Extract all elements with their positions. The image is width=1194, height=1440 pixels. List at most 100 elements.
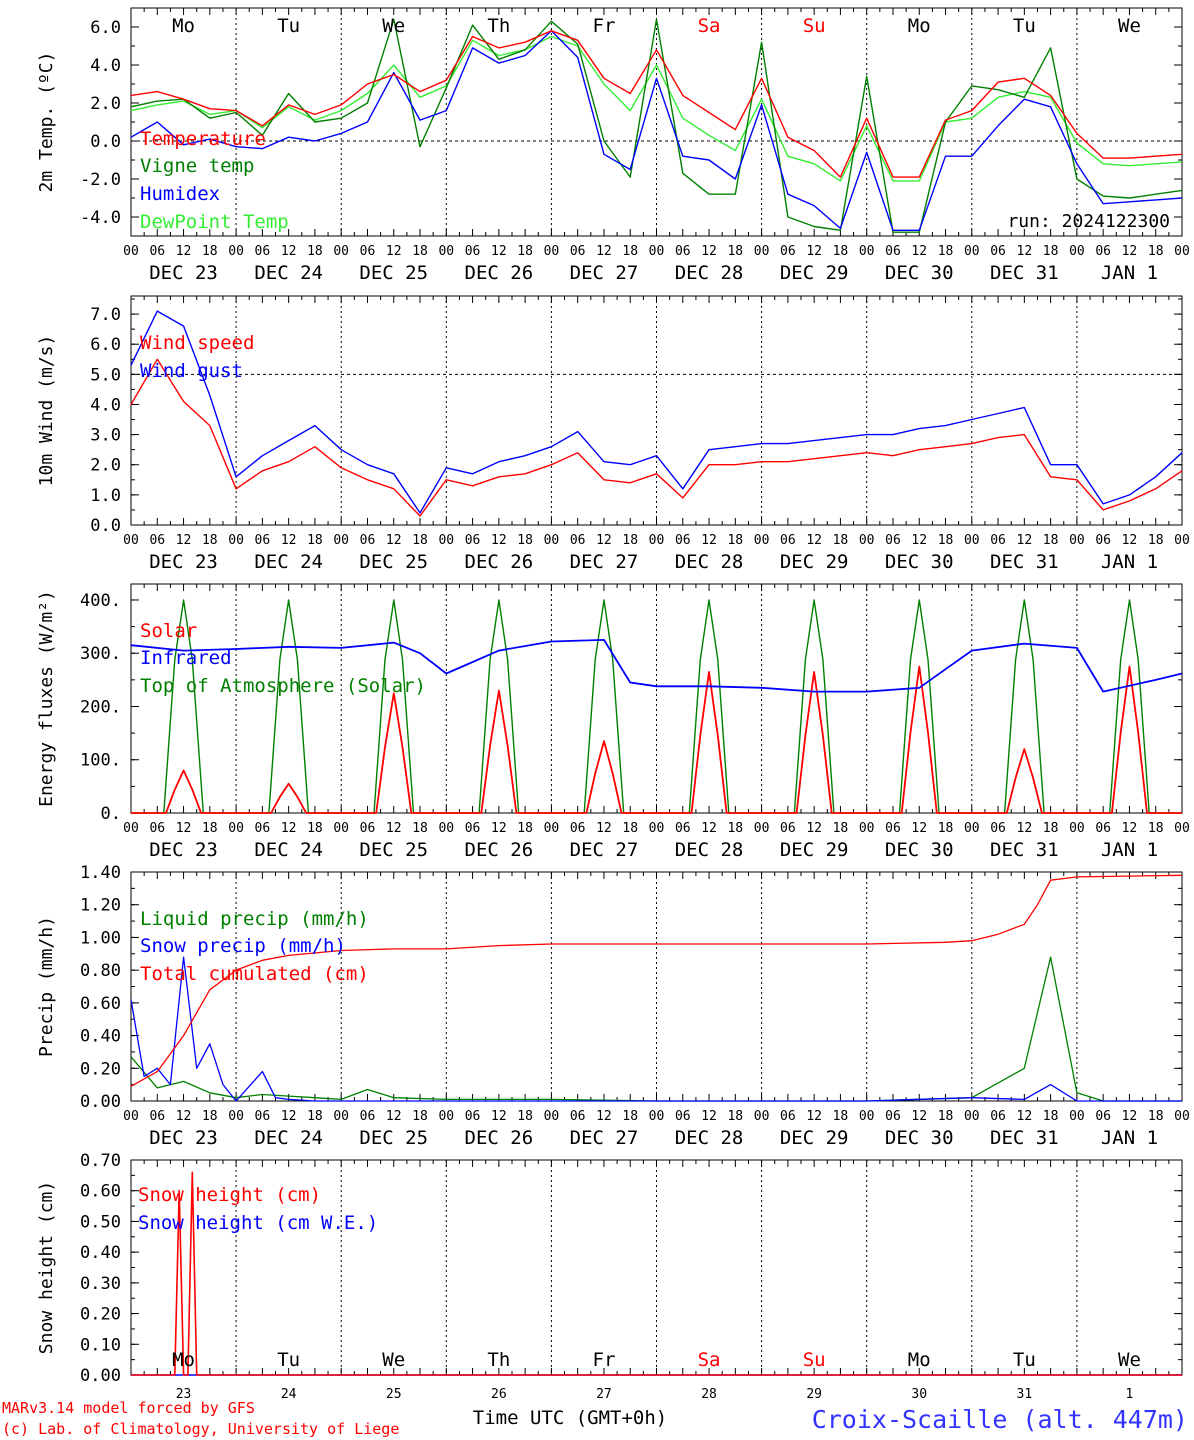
hour-tick-label: 00 (228, 821, 244, 836)
date-label: DEC 31 (990, 839, 1059, 861)
hour-tick-label: 00 (544, 1109, 560, 1124)
station-name: Croix-Scaille (alt. 447m) (812, 1405, 1188, 1434)
hour-tick-label: 00 (544, 533, 560, 548)
series-line-1 (130, 358, 1183, 517)
legend-infrared: Infrared (140, 647, 232, 669)
hour-tick-label: 18 (622, 244, 638, 259)
series-line-2 (130, 874, 1183, 1087)
y-axis-label: 10m Wind (m/s) (36, 335, 57, 487)
hour-tick-label: 00 (859, 1109, 875, 1124)
hour-tick-label: 06 (570, 1109, 586, 1124)
infrared-line (130, 639, 1183, 693)
y-tick-label: 300. (80, 644, 121, 664)
hour-tick-label: 12 (806, 821, 822, 836)
day-number-label: 30 (911, 1387, 927, 1402)
y-tick-label: 100. (80, 751, 121, 771)
hour-tick-label: 00 (754, 244, 770, 259)
hour-tick-label: 18 (833, 821, 849, 836)
y-tick-label: 0.30 (80, 1274, 121, 1294)
hour-tick-label: 06 (255, 821, 271, 836)
y-tick-label: 0.60 (80, 1182, 121, 1202)
hour-tick-label: 06 (255, 1109, 271, 1124)
y-tick-label: 2.0 (90, 456, 121, 476)
date-label: DEC 25 (359, 1127, 428, 1149)
hour-tick-label: 18 (1148, 1109, 1164, 1124)
hour-tick-label: 00 (649, 533, 665, 548)
day-number-label: 25 (386, 1387, 402, 1402)
date-label: DEC 31 (990, 551, 1059, 573)
hour-tick-label: 06 (885, 533, 901, 548)
date-label: DEC 30 (885, 262, 954, 284)
day-number-label: 31 (1017, 1387, 1033, 1402)
legend-liquid-precip-mm-h: Liquid precip (mm/h) (140, 908, 369, 930)
y-tick-label: 4.0 (90, 56, 121, 76)
hour-tick-label: 18 (938, 244, 954, 259)
hour-tick-label: 06 (255, 244, 271, 259)
hour-tick-label: 18 (727, 244, 743, 259)
precip-panel: 1.40 1.20 1.00 0.80 0.60 0.40 0.20 0.00 Precip (… (36, 863, 1190, 1149)
hour-tick-label: 18 (1043, 533, 1059, 548)
date-label: JAN 1 (1101, 1127, 1158, 1149)
weekday-label: We (382, 1349, 405, 1371)
hour-tick-label: 06 (360, 1109, 376, 1124)
hour-tick-label: 06 (360, 533, 376, 548)
date-label: DEC 24 (254, 551, 323, 573)
hour-tick-label: 12 (281, 244, 297, 259)
y-tick-label: 0.60 (80, 994, 121, 1014)
hour-tick-label: 18 (1148, 533, 1164, 548)
hour-tick-label: 00 (438, 1109, 454, 1124)
hour-tick-label: 00 (123, 244, 139, 259)
run-label: run: 2024122300 (1007, 211, 1170, 232)
weekday-label: Tu (1013, 15, 1036, 37)
plot-frame (130, 583, 1183, 814)
hour-tick-label: 00 (333, 533, 349, 548)
date-label: DEC 30 (885, 839, 954, 861)
legend-total-cumulated-cm: Total cumulated (cm) (140, 963, 369, 985)
hour-tick-label: 06 (149, 533, 165, 548)
time-axis-label: Time UTC (GMT+0h) (473, 1407, 667, 1429)
model-credit: MARv3.14 model forced by GFS (2, 1399, 255, 1417)
hour-tick-label: 06 (570, 821, 586, 836)
hour-tick-label: 18 (412, 821, 428, 836)
plot-frame (130, 7, 1183, 237)
hour-tick-label: 00 (544, 821, 560, 836)
hour-tick-label: 18 (833, 1109, 849, 1124)
hour-tick-label: 18 (517, 533, 533, 548)
hour-tick-label: 12 (281, 821, 297, 836)
hour-tick-label: 18 (202, 821, 218, 836)
date-label: JAN 1 (1101, 262, 1158, 284)
date-label: JAN 1 (1101, 839, 1158, 861)
hour-tick-label: 12 (386, 533, 402, 548)
y-tick-label: 3.0 (90, 426, 121, 446)
weekday-label: Mo (172, 15, 195, 37)
hour-tick-label: 12 (1122, 1109, 1138, 1124)
y-tick-label: -2.0 (80, 170, 121, 190)
hour-tick-label: 12 (1017, 533, 1033, 548)
hour-tick-label: 00 (754, 1109, 770, 1124)
y-tick-label: 1.0 (90, 486, 121, 506)
hour-tick-label: 00 (333, 821, 349, 836)
date-label: DEC 31 (990, 1127, 1059, 1149)
series-line-0 (130, 956, 1182, 1102)
series-line-3 (130, 35, 1183, 182)
hour-tick-label: 12 (1017, 244, 1033, 259)
legend-humidex: Humidex (140, 183, 220, 205)
hour-tick-label: 06 (255, 533, 271, 548)
y-tick-label: 0.00 (80, 1366, 121, 1386)
weekday-label: Th (487, 15, 510, 37)
hour-tick-label: 18 (517, 821, 533, 836)
weekday-label: We (382, 15, 405, 37)
hour-tick-label: 12 (596, 821, 612, 836)
hour-tick-label: 00 (228, 1109, 244, 1124)
y-tick-label: 200. (80, 697, 121, 717)
y-tick-label: 0.40 (80, 1027, 121, 1047)
y-tick-label: 6.0 (90, 335, 121, 355)
hour-tick-label: 06 (465, 244, 481, 259)
hour-tick-label: 00 (438, 821, 454, 836)
hour-tick-label: 18 (412, 244, 428, 259)
hour-tick-label: 06 (780, 1109, 796, 1124)
hour-tick-label: 18 (622, 821, 638, 836)
hour-tick-label: 12 (386, 821, 402, 836)
date-label: DEC 24 (254, 1127, 323, 1149)
legend-snow-height-cm-w-e: Snow height (cm W.E.) (138, 1212, 378, 1234)
